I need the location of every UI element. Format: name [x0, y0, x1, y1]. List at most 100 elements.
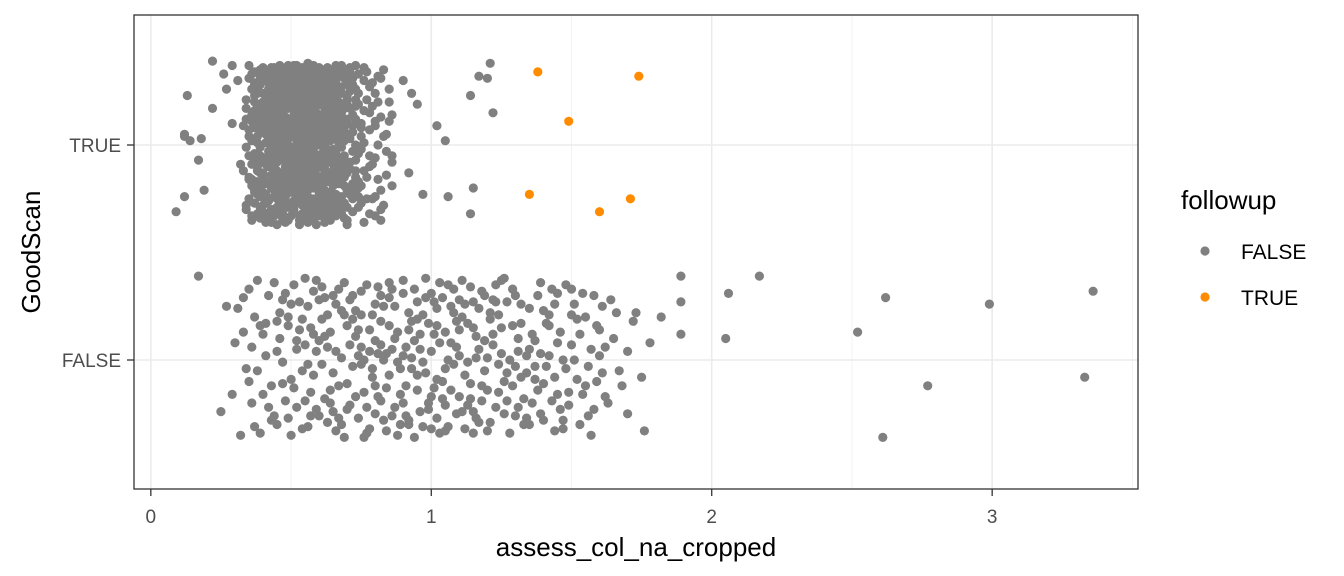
data-point	[516, 299, 526, 309]
data-point	[384, 84, 394, 94]
data-point	[308, 286, 319, 296]
data-point	[238, 327, 248, 337]
data-point	[384, 293, 394, 303]
data-point	[547, 284, 557, 294]
data-point	[418, 422, 428, 432]
data-point	[881, 293, 891, 303]
data-point	[356, 342, 366, 352]
data-point	[536, 409, 546, 419]
data-point	[381, 170, 391, 180]
data-point	[250, 422, 260, 432]
data-point	[491, 402, 501, 412]
data-point	[435, 278, 445, 288]
data-point	[631, 308, 641, 318]
data-point	[311, 404, 321, 414]
data-point	[401, 381, 411, 391]
y-tick-label: TRUE	[69, 136, 121, 157]
data-point	[370, 88, 380, 98]
data-point	[266, 415, 276, 425]
data-point	[322, 342, 333, 352]
data-point	[550, 372, 560, 382]
data-point	[586, 430, 596, 440]
data-point	[878, 432, 888, 442]
data-point	[437, 376, 448, 387]
data-point	[362, 95, 372, 105]
data-point	[1088, 286, 1098, 296]
data-point	[303, 99, 313, 109]
data-point	[443, 422, 453, 432]
data-point	[367, 364, 377, 374]
legend-key	[1200, 246, 1210, 256]
data-point	[179, 192, 190, 202]
data-point	[984, 299, 995, 309]
data-point	[485, 58, 495, 68]
data-point	[550, 299, 560, 309]
data-point	[572, 314, 582, 324]
data-point	[370, 211, 380, 221]
data-point	[292, 80, 302, 90]
data-point	[454, 392, 464, 402]
data-point	[592, 321, 602, 331]
data-point	[530, 374, 540, 384]
data-point	[482, 353, 492, 363]
data-point	[404, 325, 414, 335]
data-point	[432, 321, 442, 331]
data-point	[351, 166, 361, 176]
data-point	[533, 385, 543, 395]
data-point	[278, 86, 288, 96]
data-point	[328, 368, 338, 378]
data-point	[294, 198, 305, 208]
data-point	[376, 112, 386, 122]
data-point	[255, 151, 265, 161]
data-point	[384, 97, 394, 107]
data-point	[365, 325, 375, 335]
data-point	[311, 220, 321, 230]
data-point	[300, 179, 310, 189]
data-point	[247, 398, 257, 408]
data-point	[339, 127, 349, 137]
data-point	[278, 209, 288, 219]
data-point	[376, 290, 386, 301]
data-point	[398, 75, 408, 86]
data-point	[550, 426, 560, 436]
data-point	[370, 121, 380, 131]
data-point	[247, 69, 257, 79]
data-point	[1080, 372, 1090, 382]
data-point	[600, 342, 610, 352]
data-point	[328, 194, 338, 204]
data-point	[485, 417, 495, 427]
data-point	[387, 284, 397, 294]
data-point	[435, 428, 445, 438]
data-point	[432, 121, 442, 131]
data-point	[286, 430, 296, 440]
data-point	[247, 342, 257, 352]
data-point	[241, 364, 251, 374]
data-point	[513, 402, 523, 412]
data-point	[754, 271, 765, 281]
data-point	[923, 381, 933, 391]
data-point	[583, 361, 593, 371]
data-point	[280, 144, 290, 154]
data-point	[421, 368, 431, 378]
legend-label: FALSE	[1241, 241, 1306, 264]
data-point	[510, 411, 520, 421]
data-point	[311, 275, 321, 285]
data-point	[317, 282, 327, 292]
data-point	[429, 329, 439, 339]
data-point	[292, 146, 302, 156]
data-point	[342, 220, 352, 230]
data-point	[286, 185, 296, 195]
data-point	[325, 327, 335, 337]
data-point	[359, 355, 369, 365]
data-point	[365, 108, 375, 118]
data-point	[230, 338, 240, 348]
data-point	[454, 351, 464, 361]
data-point	[656, 312, 666, 322]
data-point	[421, 293, 431, 303]
data-point	[303, 192, 313, 202]
data-point	[721, 333, 731, 344]
data-point	[465, 282, 476, 292]
data-point	[367, 372, 377, 382]
data-point	[496, 275, 506, 285]
data-point	[533, 67, 543, 77]
